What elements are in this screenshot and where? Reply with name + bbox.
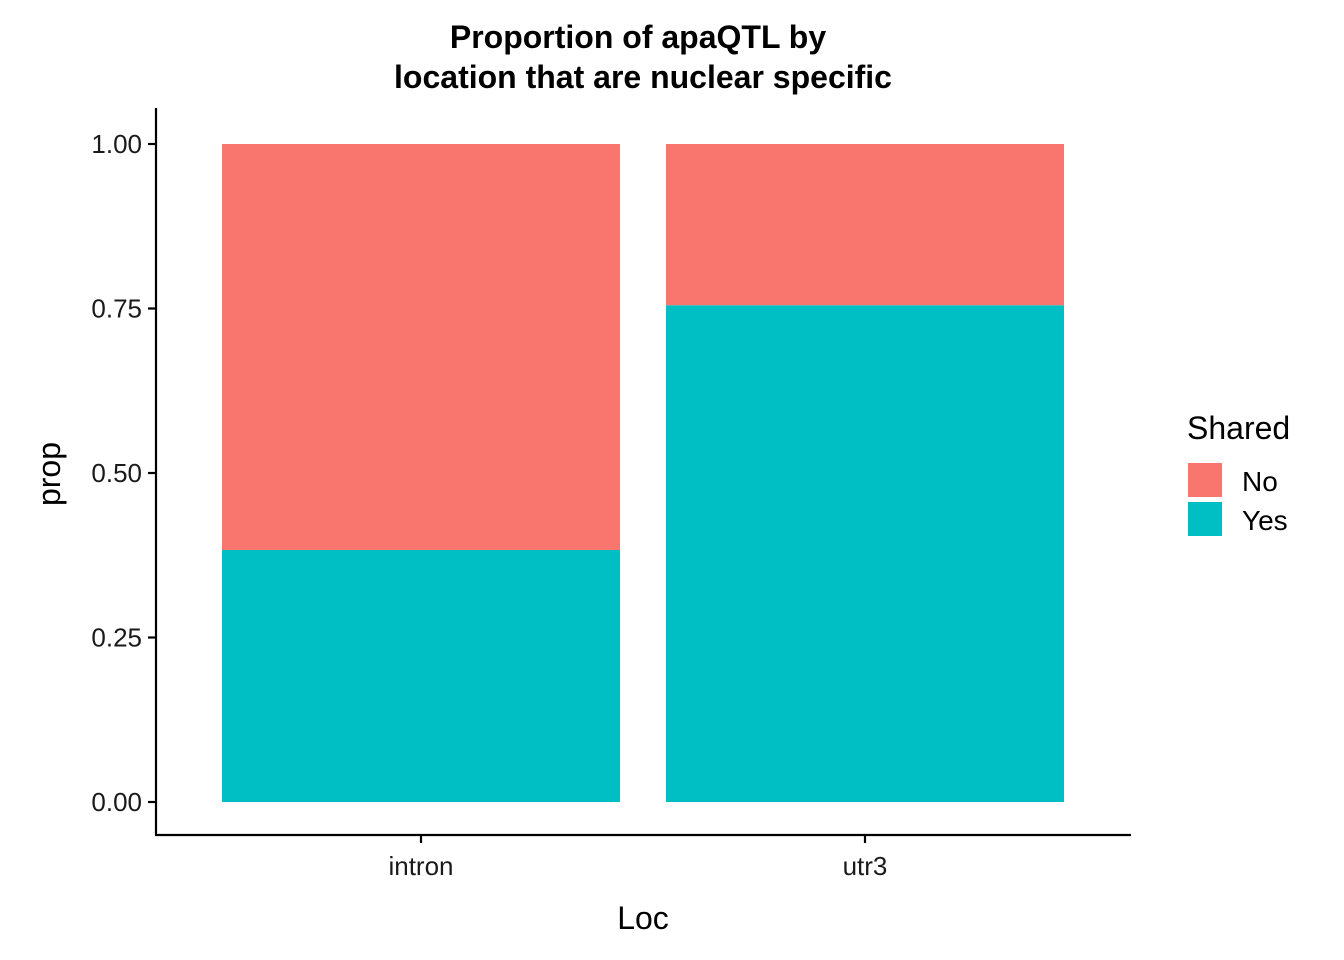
legend-label-no: No <box>1242 466 1278 497</box>
x-tick-label: intron <box>388 851 453 881</box>
bar-utr3-yes <box>666 305 1064 802</box>
bar-intron-no <box>222 144 620 550</box>
chart-title-line-1: Proportion of apaQTL by <box>450 19 827 55</box>
y-tick-label: 0.50 <box>91 458 142 488</box>
legend-entries: No Yes <box>1188 463 1288 536</box>
y-tick-label: 1.00 <box>91 129 142 159</box>
y-tick-label: 0.75 <box>91 294 142 324</box>
chart-title-line-2: location that are nuclear specific <box>394 59 892 95</box>
legend-label-yes: Yes <box>1242 505 1288 536</box>
x-tick-label: utr3 <box>843 851 888 881</box>
bar-utr3-no <box>666 144 1064 306</box>
legend: Shared No Yes <box>1187 410 1290 536</box>
legend-title: Shared <box>1187 410 1290 446</box>
x-axis-title: Loc <box>617 900 669 936</box>
y-tick-label: 0.25 <box>91 623 142 653</box>
x-ticks-group: intron utr3 <box>388 835 887 881</box>
y-axis-title: prop <box>31 442 67 506</box>
bars-group <box>222 144 1064 802</box>
y-tick-label: 0.00 <box>91 787 142 817</box>
bar-intron-yes <box>222 549 620 802</box>
legend-key-no <box>1188 463 1222 497</box>
y-ticks-group: 0.00 0.25 0.50 0.75 1.00 <box>91 129 156 817</box>
legend-key-yes <box>1188 502 1222 536</box>
